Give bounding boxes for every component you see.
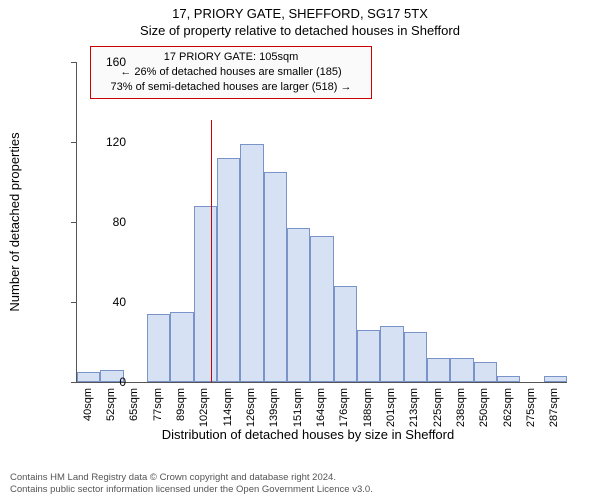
x-tick-label: 77sqm (152, 388, 164, 421)
y-tick-label: 120 (90, 135, 126, 149)
y-tick-mark (71, 382, 76, 383)
footer-line-2: Contains public sector information licen… (10, 484, 590, 496)
x-tick-label: 201sqm (385, 388, 397, 427)
x-tick-label: 126sqm (245, 388, 257, 427)
histogram-bar (217, 158, 240, 382)
x-tick-label: 176sqm (338, 388, 350, 427)
x-tick-label: 65sqm (128, 388, 140, 421)
histogram-bar (240, 144, 263, 382)
x-tick-label: 213sqm (408, 388, 420, 427)
x-tick-label: 225sqm (432, 388, 444, 427)
reference-line (211, 120, 212, 382)
footer-line-1: Contains HM Land Registry data © Crown c… (10, 472, 590, 484)
x-tick-label: 250sqm (478, 388, 490, 427)
histogram-bar (334, 286, 357, 382)
x-tick-label: 262sqm (502, 388, 514, 427)
title-area: 17, PRIORY GATE, SHEFFORD, SG17 5TX Size… (0, 0, 600, 38)
x-tick-label: 238sqm (455, 388, 467, 427)
x-tick-label: 102sqm (198, 388, 210, 427)
x-tick-label: 139sqm (268, 388, 280, 427)
plot-area (76, 62, 567, 383)
histogram-bar (474, 362, 497, 382)
histogram-bar (170, 312, 193, 382)
x-tick-label: 287sqm (548, 388, 560, 427)
histogram-bar (427, 358, 450, 382)
y-tick-label: 160 (90, 55, 126, 69)
y-tick-mark (71, 62, 76, 63)
y-axis-label: Number of detached properties (7, 132, 22, 311)
x-tick-label: 52sqm (105, 388, 117, 421)
histogram-bar (264, 172, 287, 382)
x-tick-label: 275sqm (525, 388, 537, 427)
histogram-bar (147, 314, 170, 382)
histogram-bar (310, 236, 333, 382)
y-tick-label: 80 (90, 215, 126, 229)
histogram-bar (497, 376, 520, 382)
subtitle-line: Size of property relative to detached ho… (0, 23, 600, 38)
histogram-bar (450, 358, 473, 382)
y-tick-mark (71, 302, 76, 303)
x-axis-label: Distribution of detached houses by size … (36, 427, 580, 442)
y-tick-mark (71, 222, 76, 223)
x-tick-label: 89sqm (175, 388, 187, 421)
y-tick-label: 40 (90, 295, 126, 309)
chart-area: Number of detached properties 0408012016… (36, 44, 580, 434)
x-tick-label: 40sqm (82, 388, 94, 421)
x-tick-label: 114sqm (222, 388, 234, 426)
address-line: 17, PRIORY GATE, SHEFFORD, SG17 5TX (0, 6, 600, 21)
footer-attribution: Contains HM Land Registry data © Crown c… (10, 472, 590, 496)
histogram-bar (380, 326, 403, 382)
x-tick-label: 188sqm (362, 388, 374, 427)
x-tick-label: 151sqm (292, 388, 304, 427)
histogram-bar (194, 206, 217, 382)
histogram-bar (404, 332, 427, 382)
histogram-bar (544, 376, 567, 382)
x-tick-label: 164sqm (315, 388, 327, 427)
y-tick-label: 0 (90, 375, 126, 389)
histogram-bar (287, 228, 310, 382)
y-tick-mark (71, 142, 76, 143)
histogram-bar (357, 330, 380, 382)
